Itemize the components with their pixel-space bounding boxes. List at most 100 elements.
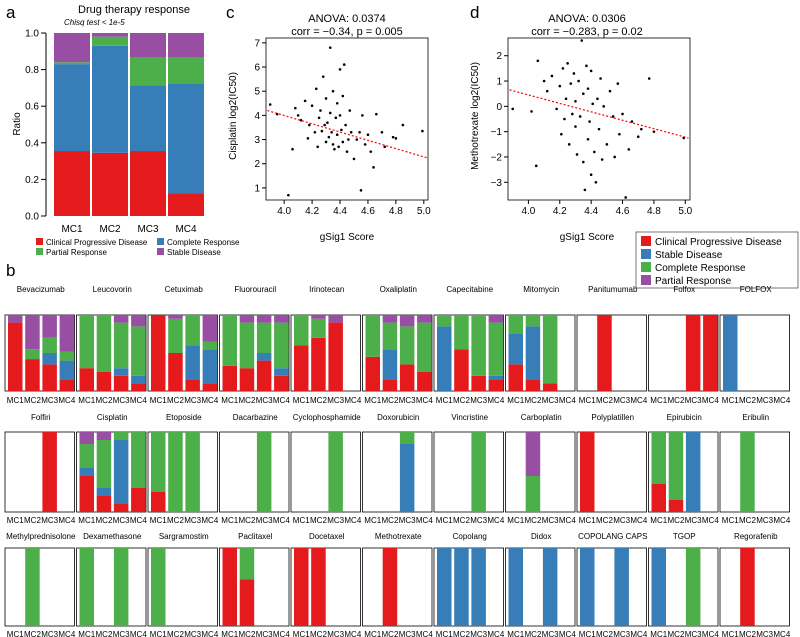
cluster-label: MC3 bbox=[542, 516, 559, 525]
scatter-point-c bbox=[344, 123, 347, 127]
drug-panel-frame bbox=[648, 431, 719, 513]
drug-panel-frame bbox=[362, 547, 433, 627]
drug-bar-segment-clinical_progressive bbox=[222, 548, 237, 626]
drug-bar-segment-clinical_progressive bbox=[417, 372, 432, 391]
drug-bar-segment-complete bbox=[525, 315, 541, 327]
drug-panel-frame bbox=[290, 431, 361, 513]
scatter-point-c bbox=[334, 116, 338, 120]
legend-swatch-clinical-progressive bbox=[36, 238, 43, 245]
scatter-point-d bbox=[577, 79, 580, 83]
drug-bar-segment-complete bbox=[294, 315, 309, 346]
drug-bar-segment-complete bbox=[651, 432, 666, 484]
cluster-label: MC4 bbox=[201, 516, 218, 525]
scatter-point-c bbox=[358, 130, 361, 134]
panel-a-bar-segment-stable bbox=[130, 85, 166, 152]
response-legend-swatch-complete bbox=[641, 262, 651, 272]
drug-bar-segment-complete bbox=[168, 318, 183, 353]
drug-panel-frame bbox=[76, 314, 147, 392]
scatter-point-d bbox=[511, 107, 515, 111]
drug-bar-segment-clinical_progressive bbox=[399, 364, 415, 391]
ytick-label-d: −3 bbox=[491, 178, 503, 189]
scatter-point-d bbox=[613, 155, 616, 159]
drug-bar-segment-partial bbox=[8, 315, 23, 323]
cluster-label: MC1 bbox=[78, 516, 95, 525]
scatter-point-c bbox=[319, 109, 322, 112]
cluster-label: MC1 bbox=[221, 516, 238, 525]
drug-bar-segment-complete bbox=[399, 432, 415, 444]
drug-bar-segment-complete bbox=[417, 322, 432, 372]
scatter-point-d bbox=[564, 97, 568, 101]
cluster-label: MC3 bbox=[470, 516, 487, 525]
xtick-label-c: 4.6 bbox=[361, 206, 375, 217]
cluster-label: MC4 bbox=[702, 516, 719, 525]
scatter-point-d bbox=[592, 150, 596, 154]
drug-bar-segment-stable bbox=[113, 440, 129, 504]
cluster-label: MC1 bbox=[293, 630, 310, 637]
cluster-label: MC2 bbox=[167, 630, 184, 637]
panel-c-ylabel: Cisplatin log2(IC50) bbox=[228, 72, 239, 160]
drug-bar-segment-complete bbox=[96, 440, 112, 488]
cluster-label: MC3 bbox=[470, 630, 487, 637]
panel-a-bar-segment-stable bbox=[92, 45, 128, 153]
scatter-point-c bbox=[335, 133, 339, 137]
cluster-label: MC1 bbox=[150, 630, 167, 637]
drug-label: Panitumumab bbox=[588, 285, 638, 294]
drug-bar-segment-partial bbox=[96, 432, 112, 440]
cluster-label: MC4 bbox=[273, 630, 290, 637]
scatter-point-d bbox=[582, 160, 585, 164]
drug-bar-segment-complete bbox=[96, 315, 112, 372]
drug-panel-frame bbox=[4, 314, 75, 392]
cluster-label: MC2 bbox=[525, 516, 542, 525]
drug-panel-frame bbox=[147, 547, 218, 627]
cluster-label: MC4 bbox=[130, 516, 147, 525]
cluster-label: MC3 bbox=[756, 630, 773, 637]
cluster-label: MC2 bbox=[167, 396, 184, 405]
drug-bar-segment-clinical_progressive bbox=[651, 484, 666, 512]
drug-bar-segment-clinical_progressive bbox=[96, 372, 112, 391]
scatter-point-c bbox=[380, 130, 384, 134]
drug-bar-segment-clinical_progressive bbox=[740, 548, 755, 626]
drug-bar-segment-stable bbox=[525, 326, 541, 380]
scatter-point-c bbox=[268, 103, 272, 106]
cluster-label: MC2 bbox=[596, 516, 613, 525]
drug-bar-segment-complete bbox=[185, 432, 200, 512]
drug-bar-segment-clinical_progressive bbox=[542, 383, 558, 391]
cluster-label: MC1 bbox=[364, 516, 381, 525]
drug-bar-segment-clinical_progressive bbox=[294, 345, 309, 391]
cluster-label: MC2 bbox=[525, 396, 542, 405]
drug-panel-frame bbox=[576, 431, 647, 513]
ytick-label-c: 7 bbox=[254, 38, 260, 49]
drug-bar-segment-complete bbox=[131, 432, 146, 488]
cluster-label: MC4 bbox=[773, 630, 790, 637]
drug-bar-segment-clinical_progressive bbox=[454, 349, 469, 391]
drug-bar-segment-clinical_progressive bbox=[256, 360, 272, 391]
scatter-point-d bbox=[605, 143, 609, 146]
drug-bar-segment-complete bbox=[151, 548, 166, 626]
drug-bar-segment-complete bbox=[113, 548, 129, 626]
panel-a-xtick-label: MC4 bbox=[175, 224, 197, 235]
drug-bar-segment-clinical_progressive bbox=[668, 500, 684, 512]
drug-bar-segment-complete bbox=[508, 315, 523, 334]
scatter-point-c bbox=[291, 147, 294, 151]
drug-bar-segment-partial bbox=[42, 315, 57, 338]
scatter-point-d bbox=[652, 130, 656, 133]
scatter-point-c bbox=[359, 189, 363, 192]
cluster-label: MC2 bbox=[167, 516, 184, 525]
drug-bar-segment-clinical_progressive bbox=[168, 353, 183, 391]
xtick-label-d: 4.2 bbox=[553, 206, 567, 217]
cluster-label: MC2 bbox=[382, 516, 399, 525]
drug-bar-segment-complete bbox=[59, 351, 75, 361]
scatter-point-c bbox=[342, 63, 346, 66]
scatter-point-d bbox=[578, 115, 582, 118]
plot-frame-d bbox=[507, 37, 691, 201]
drug-label: Irinotecan bbox=[309, 285, 344, 294]
drug-label: Bevacizumab bbox=[17, 285, 66, 294]
scatter-point-c bbox=[328, 46, 332, 49]
drug-bar-segment-complete bbox=[471, 432, 486, 512]
drug-bar-segment-complete bbox=[685, 548, 701, 626]
scatter-point-c bbox=[333, 147, 336, 151]
drug-panel-frame bbox=[219, 314, 290, 392]
cluster-label: MC3 bbox=[685, 630, 702, 637]
cluster-label: MC4 bbox=[344, 630, 361, 637]
drug-bar-segment-complete bbox=[185, 315, 200, 346]
